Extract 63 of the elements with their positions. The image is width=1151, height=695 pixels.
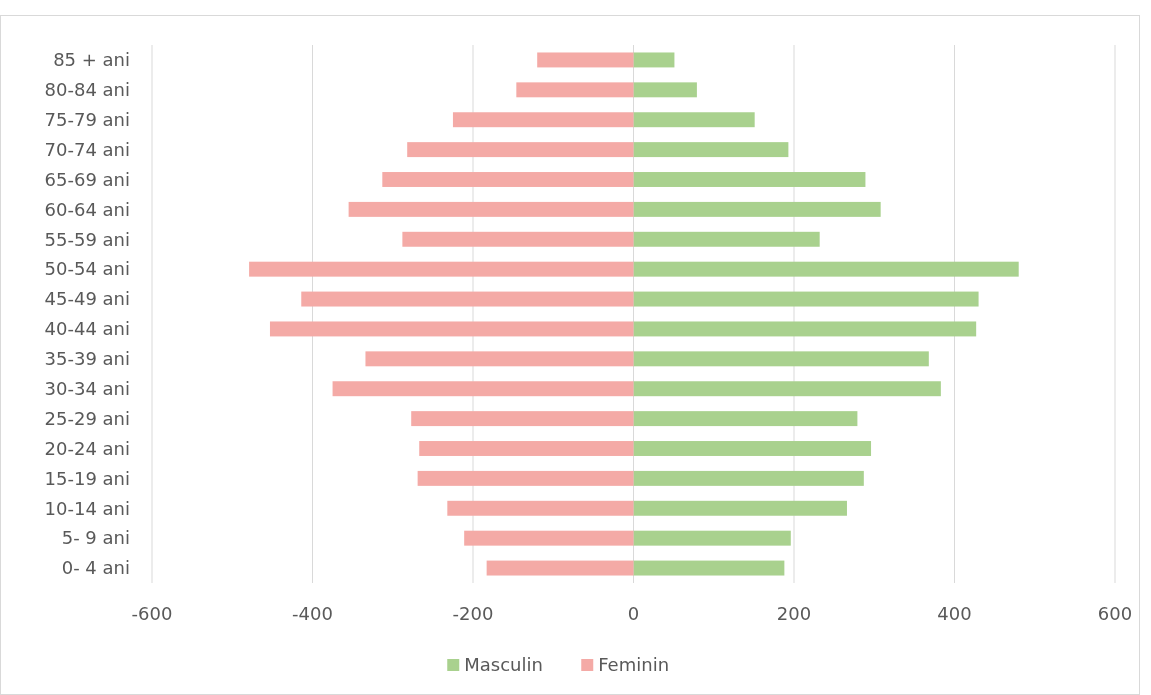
y-tick-label: 40-44 ani (44, 318, 130, 340)
y-tick-label: 75-79 ani (44, 109, 130, 131)
y-tick-label: 15-19 ani (44, 467, 130, 489)
bar (633, 351, 929, 367)
x-tick-label: -400 (292, 603, 333, 624)
bar (447, 500, 634, 516)
bar (537, 52, 634, 68)
y-tick-label: 70-74 ani (44, 138, 130, 160)
y-tick-label: 35-39 ani (44, 348, 130, 370)
bar (633, 411, 858, 427)
bar (332, 381, 634, 397)
bar (417, 470, 634, 486)
bar (633, 261, 1019, 277)
bar (633, 500, 847, 516)
bar (407, 142, 634, 158)
bar (633, 172, 866, 187)
x-tick-label: 400 (937, 603, 972, 624)
x-tick-label: -200 (452, 603, 494, 624)
bar (633, 560, 785, 576)
bar (633, 530, 791, 546)
bar (516, 82, 634, 98)
bar (633, 321, 977, 337)
bar (464, 530, 634, 546)
y-tick-label: 25-29 ani (44, 407, 130, 429)
bar (301, 291, 634, 307)
y-tick-label: 20-24 ani (44, 437, 130, 459)
y-tick-label: 10-14 ani (44, 497, 130, 519)
bar (633, 470, 864, 486)
y-tick-label: 85 + ani (53, 49, 130, 71)
bar (633, 231, 820, 247)
bar (633, 82, 697, 98)
x-tick-label: -600 (131, 603, 173, 624)
bar (452, 112, 634, 128)
bar (382, 172, 634, 187)
x-tick-label: 600 (1097, 603, 1133, 624)
bar (419, 441, 634, 456)
bar (633, 381, 941, 397)
bar (633, 201, 881, 217)
bar (411, 411, 634, 427)
y-tick-label: 5- 9 ani (61, 527, 130, 549)
bar (269, 321, 634, 337)
bar (633, 142, 789, 158)
bar (249, 261, 634, 277)
bar (633, 291, 979, 307)
legend-label: Masculin (464, 654, 543, 676)
x-tick-label: 200 (776, 603, 812, 624)
y-tick-label: 80-84 ani (44, 79, 130, 101)
x-tick-label: 0 (627, 603, 640, 624)
bar (633, 112, 755, 128)
y-tick-label: 60-64 ani (44, 198, 130, 220)
bar (633, 441, 872, 456)
y-tick-label: 0- 4 ani (61, 557, 130, 579)
bar (633, 52, 675, 68)
y-tick-label: 30-34 ani (44, 378, 130, 400)
y-tick-label: 45-49 ani (44, 288, 130, 310)
y-tick-label: 55-59 ani (44, 228, 130, 250)
y-tick-label: 50-54 ani (44, 258, 130, 280)
bar (365, 351, 634, 367)
bar (486, 560, 634, 576)
bar (348, 201, 634, 217)
y-tick-label: 65-69 ani (44, 168, 130, 190)
bar (402, 231, 634, 247)
legend-label: Feminin (598, 654, 670, 676)
